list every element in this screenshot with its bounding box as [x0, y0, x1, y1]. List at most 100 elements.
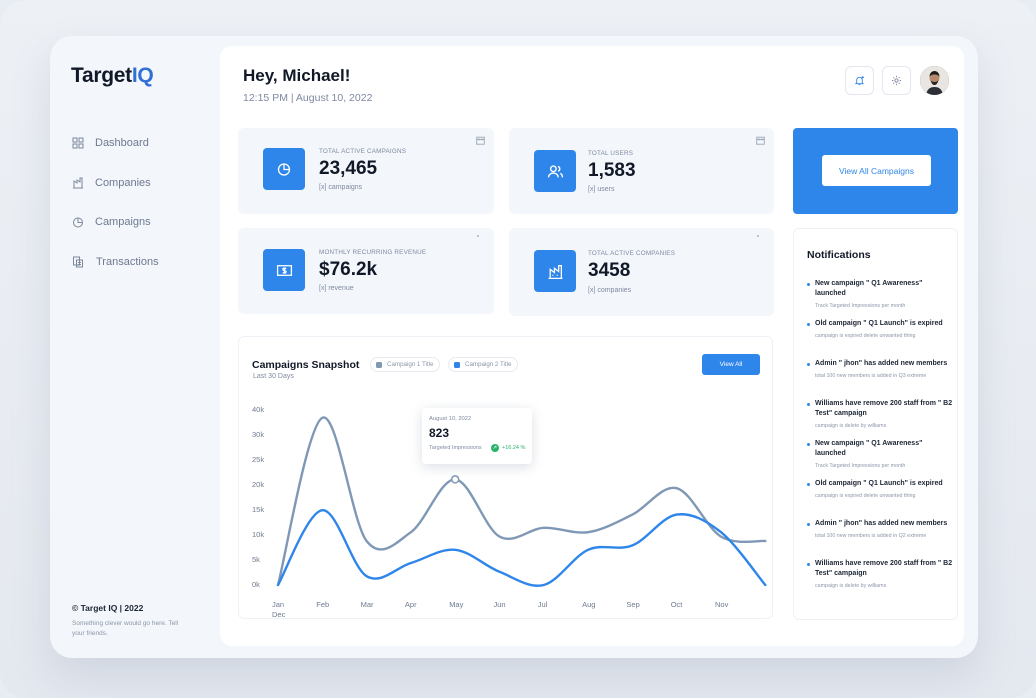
- sidebar: TargetIQ Dashboard Companies Campaigns T…: [50, 36, 220, 658]
- legend-swatch: [376, 361, 382, 368]
- sidebar-item-label: Transactions: [96, 255, 159, 268]
- y-tick-label: 10k: [252, 530, 265, 539]
- stat-card-companies[interactable]: TOTAL ACTIVE COMPANIES 3458 [x] companie…: [509, 228, 774, 316]
- highlighted-data-point[interactable]: [450, 475, 460, 484]
- campaigns-snapshot-card: Campaigns Snapshot Last 30 Days Campaign…: [238, 336, 773, 619]
- x-tick-label: Mar: [360, 600, 374, 609]
- notifications-title: Notifications: [807, 249, 871, 261]
- sidebar-item-label: Companies: [95, 176, 151, 189]
- stat-label: MONTHLY RECURRING REVENUE: [319, 249, 427, 256]
- notifications-panel: Notifications New campaign " Q1 Awarenes…: [793, 228, 958, 620]
- gear-icon: [891, 75, 902, 86]
- stat-value: $76.2k: [319, 259, 378, 280]
- sidebar-item-dashboard[interactable]: Dashboard: [72, 133, 159, 153]
- sidebar-nav: Dashboard Companies Campaigns Transactio…: [72, 133, 159, 291]
- notification-desc: campaign is delete by williams: [815, 423, 887, 429]
- notification-title: Old campaign " Q1 Launch" is expired: [807, 479, 955, 489]
- notification-title: New campaign " Q1 Awareness" launched: [807, 439, 955, 459]
- x-tick-label: Nov: [715, 600, 729, 609]
- notification-item[interactable]: New campaign " Q1 Awareness" launched Tra…: [807, 439, 955, 469]
- avatar[interactable]: [920, 66, 949, 95]
- tooltip-date: August 10, 2022: [429, 416, 472, 422]
- stat-sub: [x] companies: [588, 287, 632, 294]
- stat-value: 23,465: [319, 158, 378, 179]
- notification-item[interactable]: Williams have remove 200 staff from " B2…: [807, 559, 955, 589]
- notifications-button[interactable]: [845, 66, 874, 95]
- sidebar-item-campaigns[interactable]: Campaigns: [72, 212, 159, 232]
- sidebar-item-label: Dashboard: [95, 137, 149, 149]
- notification-title: New campaign " Q1 Awareness" launched: [807, 279, 955, 299]
- cash-icon: [263, 249, 305, 291]
- stat-card-revenue[interactable]: MONTHLY RECURRING REVENUE $76.2k [x] rev…: [238, 228, 494, 314]
- x-tick-label: Aug: [582, 600, 596, 609]
- y-tick-label: 40k: [252, 405, 265, 414]
- x-tick-label: Jul: [537, 600, 548, 609]
- sidebar-footer: © Target IQ | 2022 Something clever woul…: [72, 603, 192, 639]
- x-tick-label: Sep: [626, 600, 640, 609]
- notification-title: Old campaign " Q1 Launch" is expired: [807, 319, 955, 329]
- y-tick-label: 0k: [252, 580, 260, 589]
- calendar-icon[interactable]: [756, 136, 765, 145]
- notification-title: Admin " jhon" has added new members: [807, 519, 955, 529]
- notification-desc: total 100 new members is added in Q2 ext…: [815, 533, 927, 539]
- notification-title: Williams have remove 200 staff from " B2…: [807, 399, 955, 419]
- users-icon: [534, 150, 576, 192]
- campaigns-cta: View All Campaigns: [793, 128, 958, 214]
- legend-swatch: [454, 361, 460, 368]
- main-panel: Hey, Michael! 12:15 PM | August 10, 2022…: [220, 46, 964, 646]
- legend-item-campaign-1[interactable]: Campaign 1 Title: [370, 357, 441, 372]
- notification-item[interactable]: New campaign " Q1 Awareness" launched Tra…: [807, 279, 955, 309]
- stat-label: TOTAL ACTIVE CAMPAIGNS: [319, 148, 407, 155]
- user-photo-icon: [920, 66, 949, 95]
- sidebar-item-label: Campaigns: [95, 216, 151, 228]
- y-tick-label: 5k: [252, 555, 260, 564]
- notification-title: Admin " jhon" has added new members: [807, 359, 955, 369]
- bell-icon: [854, 76, 865, 86]
- app-window: TargetIQ Dashboard Companies Campaigns T…: [50, 36, 978, 658]
- stat-card-users[interactable]: TOTAL USERS 1,583 [x] users: [509, 128, 774, 214]
- pie-chart-icon: [263, 148, 305, 190]
- y-tick-label: 20k: [252, 480, 265, 489]
- datetime-text: 12:15 PM | August 10, 2022: [243, 92, 373, 104]
- x-tick-label: Jun: [493, 600, 506, 609]
- y-tick-label: 30k: [252, 430, 265, 439]
- notification-item[interactable]: Old campaign " Q1 Launch" is expired camp…: [807, 479, 955, 499]
- trend-up-icon: ↗: [491, 444, 499, 452]
- stat-value: 3458: [588, 260, 631, 281]
- receipt-icon: [73, 256, 83, 267]
- x-tick-label: Apr: [404, 600, 417, 609]
- notification-desc: campaign is delete by williams: [815, 583, 887, 589]
- building-icon: [534, 250, 576, 292]
- view-all-campaigns-button[interactable]: View All Campaigns: [822, 155, 931, 186]
- notification-item[interactable]: Old campaign " Q1 Launch" is expired camp…: [807, 319, 955, 339]
- line-chart[interactable]: [239, 337, 774, 620]
- stat-sub: [x] campaigns: [319, 184, 363, 191]
- notification-item[interactable]: Williams have remove 200 staff from " B2…: [807, 399, 955, 429]
- more-dot: [477, 235, 479, 237]
- stat-card-campaigns[interactable]: TOTAL ACTIVE CAMPAIGNS 23,465 [x] campai…: [238, 128, 494, 214]
- notification-title: Williams have remove 200 staff from " B2…: [807, 559, 955, 579]
- series-line-1[interactable]: [276, 416, 767, 587]
- legend-item-campaign-2[interactable]: Campaign 2 Title: [448, 357, 519, 372]
- pie-chart-icon: [73, 217, 83, 228]
- copyright-text: © Target IQ | 2022: [72, 603, 144, 613]
- grid-icon: [72, 137, 84, 149]
- tooltip-label: Targeted Impressions: [429, 445, 482, 451]
- notification-item[interactable]: Admin " jhon" has added new members total…: [807, 359, 955, 379]
- app-logo[interactable]: TargetIQ: [71, 64, 154, 87]
- chart-tooltip: August 10, 2022 823 Targeted Impressions…: [422, 408, 532, 464]
- y-tick-label: 25k: [252, 455, 265, 464]
- stat-label: TOTAL ACTIVE COMPANIES: [588, 250, 676, 257]
- view-all-button[interactable]: View All: [702, 354, 760, 375]
- tagline-text: Something clever would go here. Tell you…: [72, 620, 179, 637]
- notification-desc: campaign is expired delete unwanted thin…: [815, 493, 916, 499]
- stat-sub: [x] users: [588, 186, 615, 193]
- notification-item[interactable]: Admin " jhon" has added new members total…: [807, 519, 955, 539]
- building-icon: [73, 177, 83, 188]
- calendar-icon[interactable]: [476, 136, 485, 145]
- settings-button[interactable]: [882, 66, 911, 95]
- stat-value: 1,583: [588, 160, 636, 181]
- sidebar-item-companies[interactable]: Companies: [72, 173, 159, 193]
- sidebar-item-transactions[interactable]: Transactions: [72, 252, 159, 272]
- series-line-2[interactable]: [276, 509, 767, 587]
